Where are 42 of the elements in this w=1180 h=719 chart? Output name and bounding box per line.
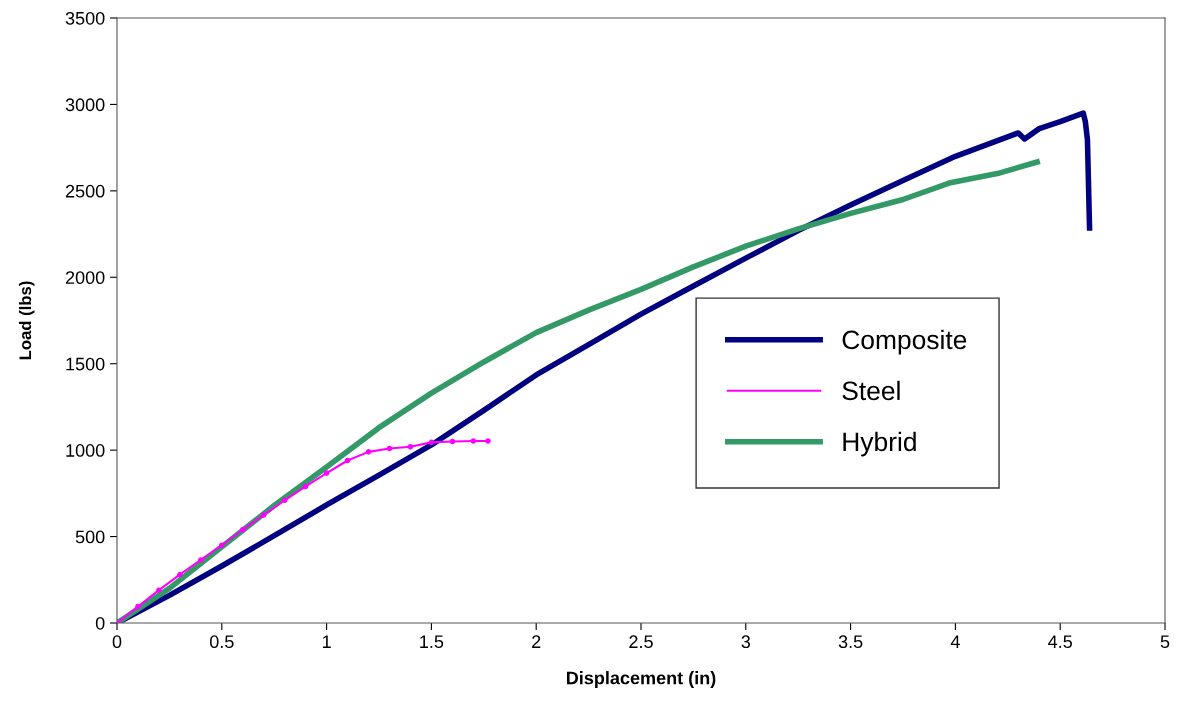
point [302, 483, 309, 490]
point [449, 438, 456, 445]
x-tick-label: 2 [532, 635, 541, 648]
x-tick-label: 3 [741, 635, 751, 649]
y-tick-label: 0 [95, 616, 105, 630]
y-tick-label: 3500 [65, 11, 105, 25]
y-tick-label: 2000 [65, 271, 105, 285]
y-axis-title: Load (lbs) [18, 281, 35, 360]
y-tick-label: 3000 [65, 98, 105, 112]
legend-label: Steel [842, 380, 900, 401]
point [135, 603, 141, 610]
x-tick-label: 3.5 [838, 635, 863, 649]
x-tick-label: 4 [950, 635, 960, 648]
x-tick-label: 0 [112, 635, 122, 649]
point [219, 542, 225, 548]
legend-label: Composite [842, 329, 967, 355]
x-tick-label: 2.5 [629, 635, 653, 649]
point [470, 438, 477, 444]
x-tick-label: 1.5 [420, 635, 444, 649]
point [386, 445, 393, 452]
legend-label: Hybrid [843, 431, 916, 457]
point [260, 512, 267, 518]
point [485, 438, 491, 444]
point [407, 443, 414, 450]
x-tick-label: 5 [1160, 635, 1170, 649]
point [156, 587, 162, 593]
x-tick-label: 0.5 [209, 635, 234, 649]
y-tick-label: 2500 [65, 184, 105, 198]
y-tick-label: 500 [75, 530, 105, 544]
point [428, 439, 435, 446]
point [365, 449, 372, 455]
x-tick-label: 4.5 [1048, 635, 1072, 649]
point [239, 526, 246, 533]
point [281, 497, 288, 504]
point [177, 571, 183, 578]
point [198, 557, 204, 563]
point [344, 457, 351, 464]
x-tick-label: 1 [322, 635, 331, 648]
point [323, 470, 330, 476]
y-tick-label: 1500 [66, 357, 105, 371]
x-axis-title: Displacement (in) [566, 671, 716, 688]
y-tick-label: 1000 [66, 444, 105, 457]
